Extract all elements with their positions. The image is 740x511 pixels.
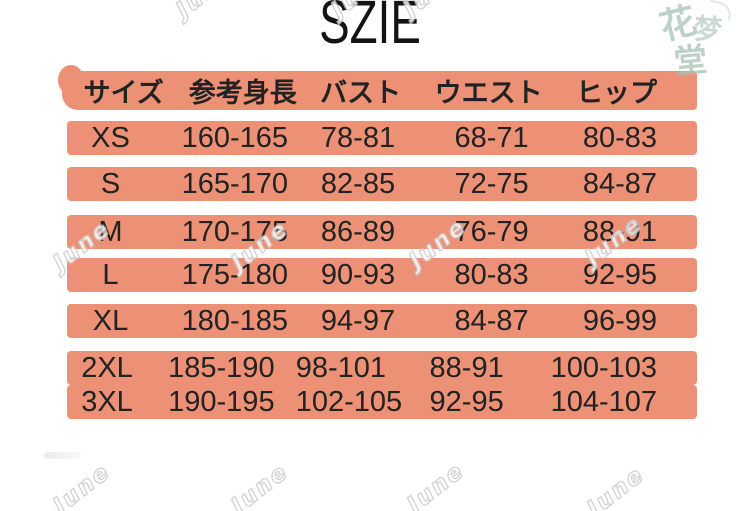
- waist-cell: 76-79: [454, 215, 529, 248]
- hip-cell: 100-103: [550, 351, 657, 384]
- size-table: サイズ 参考身長 バスト ウエスト ヒップ XS 160-165 78-81 6…: [58, 65, 697, 419]
- height-cell: 175-180: [181, 258, 289, 291]
- bust-cell: 78-81: [320, 121, 396, 154]
- waist-cell: 68-71: [454, 121, 529, 154]
- waist-cell: 80-83: [454, 258, 529, 291]
- table-row-2xl: 2XL 185-190 98-101 88-91 100-103: [67, 351, 697, 385]
- bust-cell: 102-105: [295, 385, 403, 418]
- table-header-row: サイズ 参考身長 バスト ウエスト ヒップ: [58, 65, 697, 110]
- table-row-3xl: 3XL 190-195 102-105 92-95 104-107: [67, 385, 697, 419]
- bust-cell: 94-97: [320, 304, 396, 337]
- waist-cell: 72-75: [454, 167, 529, 200]
- size-cell: XL: [92, 304, 129, 337]
- height-cell: 160-165: [181, 121, 289, 154]
- hip-cell: 96-99: [582, 304, 657, 337]
- june-watermark: June: [402, 457, 470, 511]
- june-watermark: June: [226, 458, 294, 511]
- column-header-hip: ヒップ: [576, 78, 657, 108]
- height-cell: 170-175: [181, 215, 289, 248]
- size-cell: XS: [91, 121, 130, 154]
- hip-cell: 88-91: [582, 215, 657, 248]
- column-header-waist: ウエスト: [434, 78, 543, 108]
- column-header-size: サイズ: [83, 78, 164, 108]
- waist-cell: 88-91: [429, 351, 504, 384]
- height-cell: 185-190: [168, 351, 275, 384]
- table-row-xs: XS 160-165 78-81 68-71 80-83: [67, 121, 697, 155]
- faint-smudge-mark: [44, 452, 81, 459]
- table-row-m: M 170-175 86-89 76-79 88-91: [67, 215, 697, 249]
- size-cell: 2XL: [81, 351, 133, 384]
- height-cell: 180-185: [181, 304, 289, 337]
- bust-cell: 82-85: [320, 167, 396, 200]
- bust-cell: 86-89: [320, 215, 396, 248]
- size-cell: 3XL: [81, 385, 133, 418]
- hip-cell: 92-95: [582, 258, 657, 291]
- hip-cell: 104-107: [550, 385, 657, 418]
- calligraphy-stamp-watermark: 花 梦 堂: [652, 0, 740, 115]
- column-header-height: 参考身長: [188, 78, 297, 108]
- column-header-bust: バスト: [320, 78, 402, 108]
- june-watermark: June: [48, 458, 116, 511]
- table-row-l: L 175-180 90-93 80-83 92-95: [67, 258, 697, 292]
- waist-cell: 84-87: [454, 304, 529, 337]
- size-cell: M: [98, 215, 123, 248]
- height-cell: 190-195: [168, 385, 275, 418]
- stamp-character: 堂: [672, 40, 709, 81]
- bust-cell: 98-101: [295, 351, 387, 384]
- table-row-xl: XL 180-185 94-97 84-87 96-99: [67, 304, 697, 338]
- june-watermark: June: [582, 461, 650, 511]
- hip-cell: 80-83: [582, 121, 657, 154]
- height-cell: 165-170: [181, 167, 289, 200]
- size-cell: S: [100, 167, 121, 200]
- size-cell: L: [102, 258, 119, 291]
- bust-cell: 90-93: [320, 258, 396, 291]
- hip-cell: 84-87: [582, 167, 657, 200]
- page-title: SZIE: [319, 0, 421, 56]
- waist-cell: 92-95: [429, 385, 504, 418]
- table-row-s: S 165-170 82-85 72-75 84-87: [67, 167, 697, 201]
